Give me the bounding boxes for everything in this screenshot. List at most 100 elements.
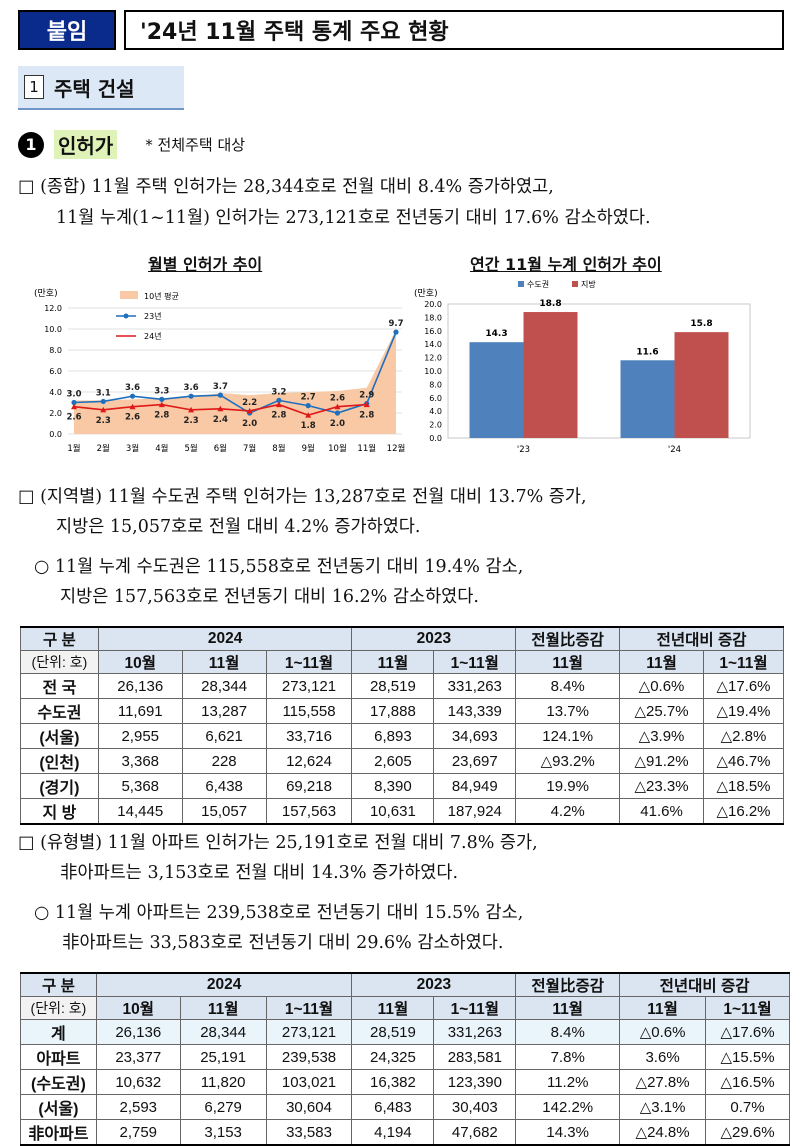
table-cell: 11,691 [97,698,183,724]
attachment-tag: 붙임 [18,10,116,50]
table-cell: 0.7% [705,1094,790,1120]
table-cell: 142.2% [515,1094,621,1120]
table-cell: 26,136 [97,673,183,699]
data-label: 2.8 [154,411,169,421]
data-label: 3.0 [66,390,81,400]
data-label: 2.2 [242,398,257,408]
x-tick-label: 4월 [155,443,168,454]
row-label: (인천) [20,748,99,774]
chart1-title: 월별 인허가 추이 [148,255,263,274]
table-cell: 124.1% [515,723,621,749]
table-cell: 3.6% [619,1044,707,1070]
table-cell: 13.7% [515,698,621,724]
table-cell: △3.1% [619,1094,707,1120]
table-cell: 6,483 [351,1094,435,1120]
x-tick-label: 6월 [214,443,227,454]
section-heading: 1 주택 건설 [18,66,184,110]
table-cell: 34,693 [433,723,517,749]
para2-sub1: ○ 11월 누계 수도권은 115,558호로 전년동기 대비 19.4% 감소… [34,557,524,577]
table-cell: 11.2% [515,1069,621,1095]
y-tick-label: 4.0 [49,388,62,397]
table-cell: 8.4% [515,673,621,699]
x-tick-label: 11월 [357,443,376,454]
table-row: (서울) 2,593 6,279 30,604 6,483 30,403 142.2% △3.… [20,1094,790,1120]
data-label: 2.6 [330,394,345,404]
table-row: 계 26,136 28,344 273,121 28,519 331,263 8.4% △0.… [20,1019,790,1045]
data-label: 18.8 [539,299,561,309]
legend-label: 10년 평균 [144,291,179,301]
y-axis-label: (만호) [34,288,58,299]
data-point [100,398,106,405]
legend-swatch [572,281,578,287]
table-cell: 47,682 [433,1119,517,1146]
table-row: (수도권) 10,632 11,820 103,021 16,382 123,390 11.… [20,1069,790,1095]
page-title: '24년 11월 주택 통계 주요 현황 [124,10,784,50]
table1-header-col: 11월 [181,650,267,674]
table-cell: 228 [181,748,267,774]
y-tick-label: 0.0 [49,430,62,439]
data-point [71,403,77,410]
data-point [305,412,312,418]
table-cell: △0.6% [619,673,704,699]
x-tick-label: 3월 [126,443,139,454]
data-label: 3.6 [125,383,140,393]
table-cell: 6,279 [179,1094,267,1120]
data-point [71,399,77,406]
y-tick-label: 14.0 [424,340,442,349]
para3-sub2: 非아파트는 33,583호로 전년동기 대비 29.6% 감소하였다. [62,933,504,953]
table1-header-mom: 전월比증감 [515,626,621,651]
data-point [334,410,341,416]
table-cell: 331,263 [433,1019,517,1045]
data-label: 2.8 [271,411,286,421]
table-cell: 273,121 [265,1019,353,1045]
x-tick-label: 10월 [328,443,347,454]
table-cell: 7.8% [515,1044,621,1070]
table-cell: 157,563 [265,798,353,825]
table1-header-col: 1~11월 [433,650,517,674]
data-label: 2.0 [330,419,345,429]
area-series-10yr-avg [74,330,396,434]
table-cell: △3.9% [619,723,704,749]
data-label: 3.7 [213,382,228,392]
table-cell: 30,604 [265,1094,353,1120]
para3-sub1: ○ 11월 누계 아파트는 239,538호로 전년동기 대비 15.5% 감소… [34,903,524,923]
x-tick-label: 8월 [272,443,285,454]
data-label: 2.3 [96,416,111,426]
row-label: 수도권 [20,698,99,724]
legend-label: 23년 [144,311,162,321]
row-label: (서울) [20,723,99,749]
table-cell: 17,888 [351,698,435,724]
table2-header-yoy: 전년대비 증감 [619,972,790,997]
data-label: 2.7 [301,393,316,403]
bar-1 [469,342,524,438]
section-title: 주택 건설 [54,76,135,101]
table2-header-col: 11월 [515,996,621,1020]
legend-swatch [518,281,524,287]
y-tick-label: 10.0 [424,367,442,376]
table-cell: △19.4% [703,698,784,724]
table-cell: 14,445 [97,798,183,825]
table1-header-category: 구 분 [20,626,99,651]
row-label: 전 국 [20,673,99,699]
table1-header-col: 11월 [515,650,621,674]
subsection-heading: 1 인허가 * 전체주택 대상 [18,130,245,159]
legend-swatch [120,291,138,299]
table2-header-unit: (단위: 호) [20,996,97,1020]
table-cell: 2,759 [95,1119,181,1146]
table-cell: 8.4% [515,1019,621,1045]
table1-header-2023: 2023 [351,626,517,651]
table-cell: 4.2% [515,798,621,825]
table2-header-col: 11월 [351,996,435,1020]
table-cell: 24,325 [351,1044,435,1070]
table-cell: △27.8% [619,1069,707,1095]
row-label: 非아파트 [20,1119,97,1146]
table-cell: 26,136 [95,1019,181,1045]
x-tick-label: 2월 [97,443,110,454]
data-point [217,405,224,412]
x-tick-label: 1월 [67,443,80,454]
bar-1 [620,360,675,438]
table-cell: △46.7% [703,748,784,774]
data-label: 2.3 [184,416,199,426]
monthly-permits-chart: (만호) 0.0 2.0 4.0 6.0 8.0 10.0 12.0 3.0 3.1 3.6 3.3 3… [34,288,405,454]
table1-header-col: 10월 [97,650,183,674]
